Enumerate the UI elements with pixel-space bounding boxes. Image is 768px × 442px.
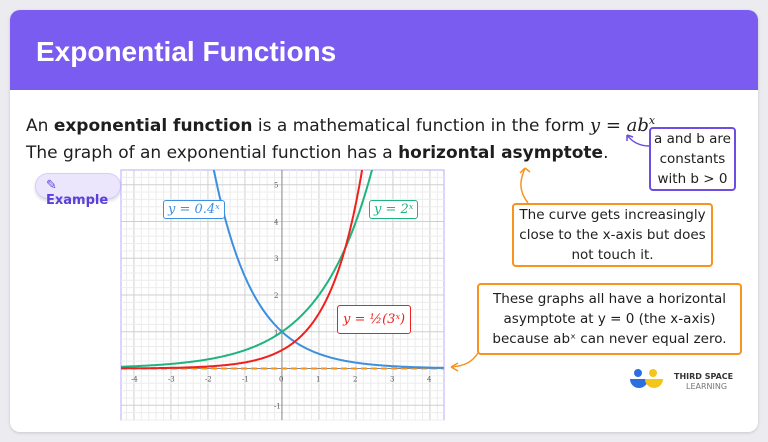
formula: y = abx	[589, 114, 656, 136]
x-tick-label: 2	[353, 376, 357, 384]
text: An	[26, 116, 54, 136]
bold-term: horizontal asymptote	[398, 143, 604, 163]
curve-2	[121, 170, 374, 368]
callout-line: not touch it.	[571, 247, 654, 263]
badge-label: Example	[46, 193, 109, 208]
text: The graph of an exponential function has…	[26, 143, 399, 163]
intro-line-2: The graph of an exponential function has…	[26, 143, 609, 163]
callout-constants: a and b are constants with b > 0	[649, 127, 736, 191]
callout-asymptote: These graphs all have a horizontal asymp…	[477, 283, 742, 355]
label-red-curve: y = ½(3ˣ)	[337, 305, 412, 334]
y-tick-label: 5	[274, 182, 278, 190]
x-tick-label: 0	[279, 376, 283, 384]
y-tick-label: 2	[274, 292, 278, 300]
y-tick-label: -1	[274, 402, 281, 410]
x-tick-label: 3	[390, 376, 394, 384]
label-blue-curve: y = 0.4ˣ	[163, 200, 225, 219]
callout-line: a and b are	[654, 131, 731, 147]
logo-line: THIRD SPACE	[674, 372, 734, 381]
callout-line: asymptote at y = 0 (the x-axis)	[503, 311, 716, 327]
x-tick-label: -1	[242, 376, 249, 384]
logo-line: LEARNING	[686, 382, 728, 391]
x-tick-label: -2	[205, 376, 212, 384]
label-green-curve: y = 2ˣ	[369, 200, 419, 219]
x-tick-label: 1	[316, 376, 320, 384]
logo-mark-icon	[630, 369, 663, 388]
formula-base: y = ab	[589, 115, 649, 136]
x-tick-label: 4	[427, 376, 432, 384]
y-tick-label: 4	[274, 218, 279, 226]
intro-line-1: An exponential function is a mathematica…	[26, 114, 655, 136]
example-badge: ✎ Example	[35, 173, 121, 208]
curve-0.4	[212, 170, 444, 369]
callout-line: close to the x-axis but does	[519, 227, 706, 243]
bold-term: exponential function	[53, 116, 253, 136]
callout-curve: The curve gets increasingly close to the…	[512, 203, 713, 267]
callout-line: with b > 0	[657, 171, 728, 187]
callout-line: constants	[659, 151, 726, 167]
callout-line: because abˣ can never equal zero.	[492, 331, 727, 347]
pencil-icon: ✎	[46, 178, 57, 193]
y-tick-label: 3	[274, 255, 278, 263]
text: .	[603, 143, 609, 163]
callout-line: The curve gets increasingly	[519, 207, 706, 223]
x-tick-label: -4	[131, 376, 138, 384]
formula-exponent: x	[648, 114, 656, 127]
callout-line: These graphs all have a horizontal	[493, 291, 726, 307]
logo-text: THIRD SPACE LEARNING	[674, 372, 733, 392]
page-title: Exponential Functions	[10, 10, 758, 90]
x-tick-label: -3	[168, 376, 175, 384]
curve-3	[121, 170, 364, 370]
text: is a mathematical function in the form	[252, 116, 590, 136]
third-space-learning-logo	[628, 368, 672, 394]
y-tick-label: 1	[274, 329, 278, 337]
